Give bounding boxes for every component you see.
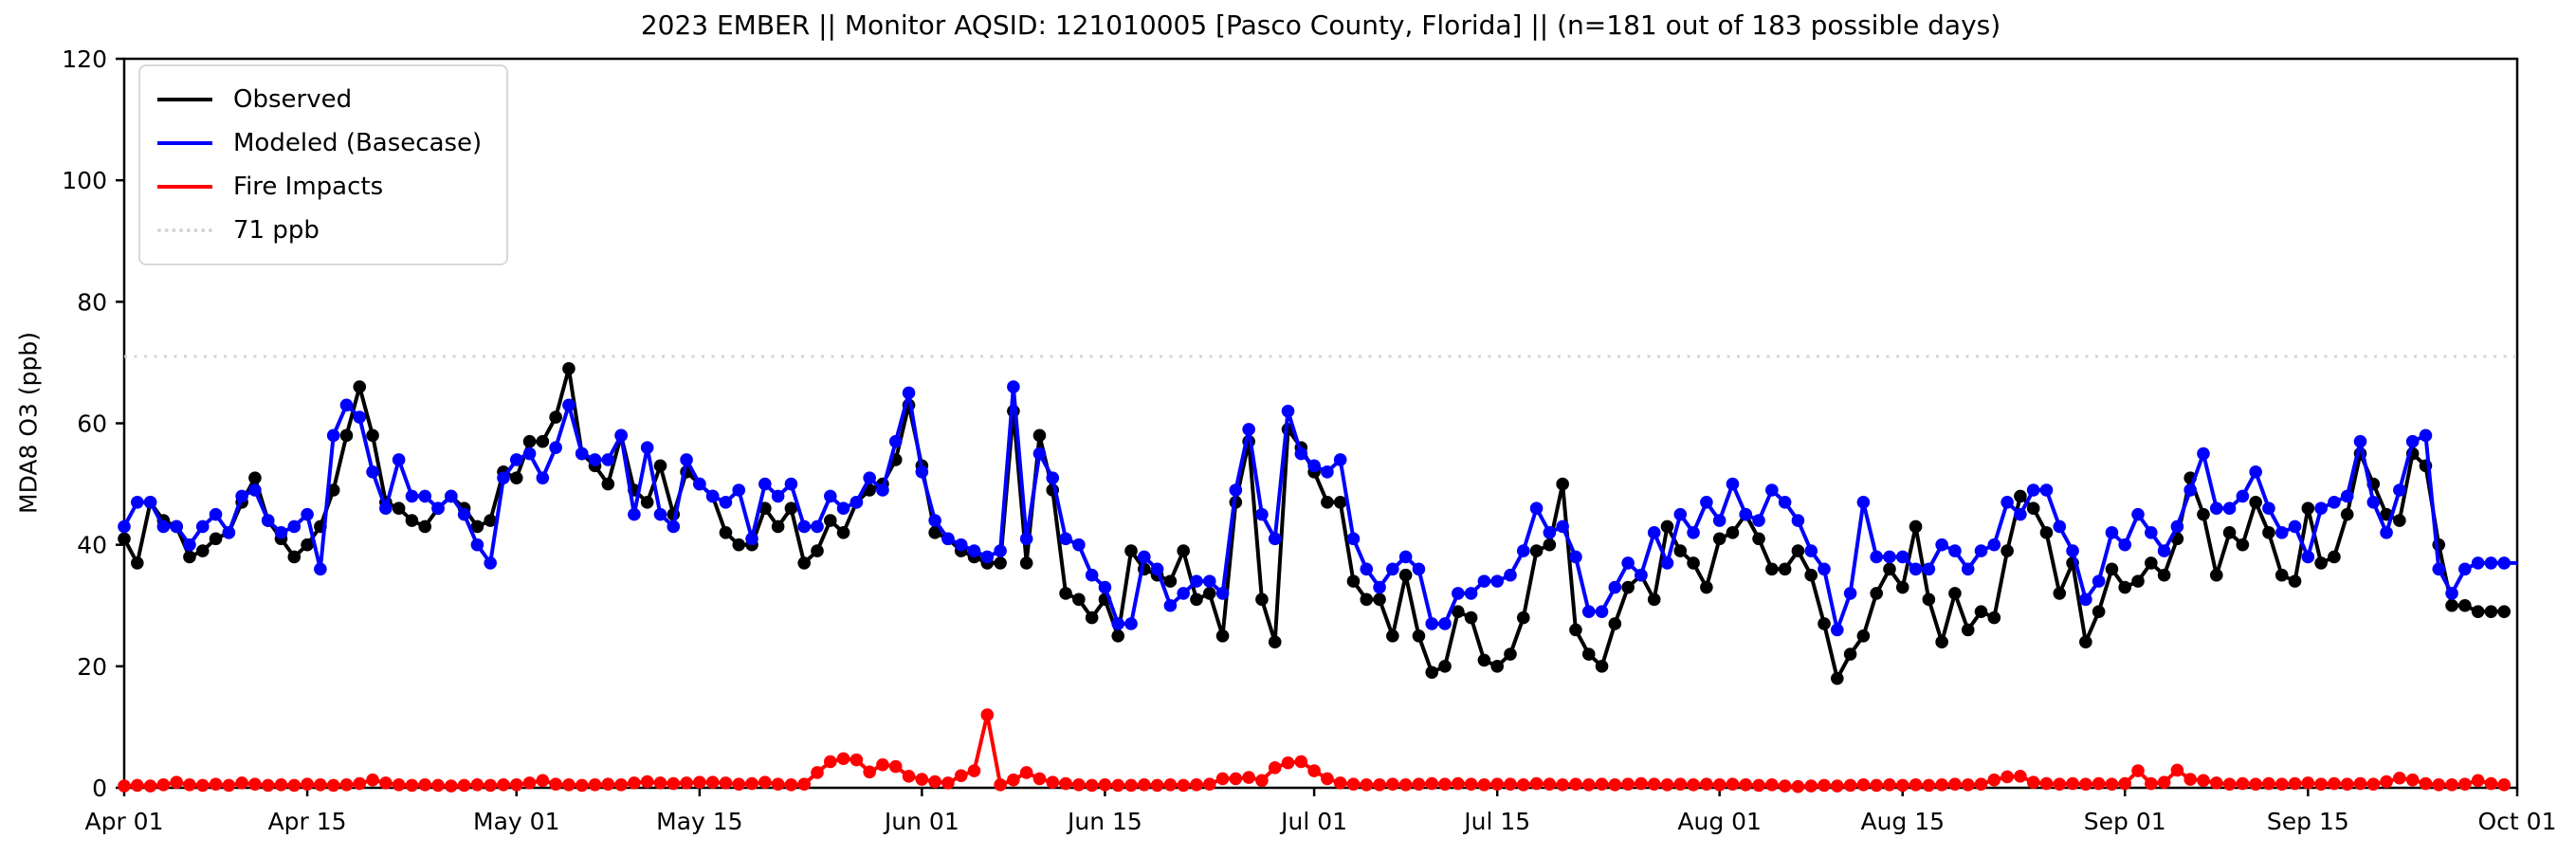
- y-tick-label: 60: [77, 410, 107, 438]
- x-tick-label: Oct 01: [2478, 808, 2557, 835]
- legend-label-observed: Observed: [233, 85, 353, 114]
- modeled-line-swatch: [157, 141, 212, 145]
- chart-legend: Observed Modeled (Basecase) Fire Impacts…: [138, 64, 509, 265]
- legend-item-threshold: 71 ppb: [157, 209, 482, 252]
- modeled-line: [122, 385, 2505, 632]
- x-tick-label: Aug 01: [1677, 808, 1762, 835]
- legend-label-fire: Fire Impacts: [233, 173, 384, 201]
- x-tick-label: Apr 01: [84, 808, 163, 835]
- legend-item-observed: Observed: [157, 78, 482, 121]
- legend-item-fire: Fire Impacts: [157, 165, 482, 209]
- fire-impacts-markers: [118, 708, 2512, 793]
- observed-markers: [118, 362, 2512, 685]
- x-tick-label: Sep 15: [2267, 808, 2349, 835]
- x-tick-label: May 15: [656, 808, 742, 835]
- x-tick-label: Jun 15: [1066, 808, 1142, 835]
- x-tick-label: Aug 15: [1860, 808, 1945, 835]
- x-tick-label: Jun 01: [883, 808, 959, 835]
- observed-line-swatch: [157, 98, 212, 101]
- chart-title: 2023 EMBER || Monitor AQSID: 121010005 […: [640, 9, 2001, 41]
- x-tick-label: Sep 01: [2084, 808, 2166, 835]
- y-tick-label: 100: [62, 167, 107, 194]
- legend-label-modeled: Modeled (Basecase): [233, 129, 483, 157]
- y-tick-label: 0: [92, 775, 107, 802]
- threshold-line-swatch: [157, 228, 212, 232]
- legend-label-threshold: 71 ppb: [233, 216, 320, 245]
- y-tick-label: 80: [77, 288, 107, 316]
- x-tick-label: May 01: [473, 808, 559, 835]
- y-tick-label: 20: [77, 653, 107, 681]
- x-tick-label: Jul 01: [1279, 808, 1347, 835]
- y-tick-label: 120: [62, 46, 107, 73]
- x-tick-label: Apr 15: [268, 808, 347, 835]
- modeled-markers: [118, 380, 2512, 637]
- y-axis-label: MDA8 O3 (ppb): [14, 332, 43, 514]
- legend-item-modeled: Modeled (Basecase): [157, 121, 482, 165]
- x-tick-label: Jul 15: [1462, 808, 1530, 835]
- fire-line-swatch: [157, 185, 212, 189]
- y-tick-label: 40: [77, 532, 107, 559]
